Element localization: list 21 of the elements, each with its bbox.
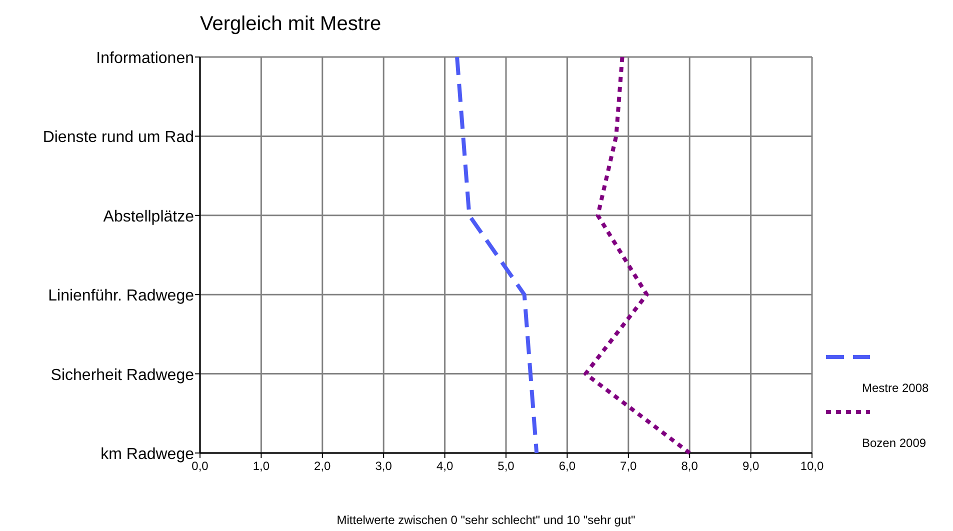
x-axis-title: Mittelwerte zwischen 0 "sehr schlecht" und 10 "sehr gut" [336,513,636,527]
x-tick-label: 1,0 [252,459,270,473]
x-tick-label: 10,0 [800,459,824,473]
text: Mestre 2008 [862,381,930,395]
y-tick-label: Informationen [96,50,194,67]
chart-title: Vergleich mit Mestre [200,13,382,35]
y-tick-label: Abstellplätze [103,208,194,226]
x-tick-label: 3,0 [375,459,392,473]
y-tick-label: Linienführ. Radwege [48,288,194,305]
x-tick-label: 0,0 [192,459,209,473]
x-tick-label: 4,0 [436,459,454,473]
x-tick-label: 6,0 [558,459,576,473]
x-tick-label: 9,0 [742,459,760,473]
x-tick-label: 7,0 [620,459,638,473]
x-tick-label: 5,0 [498,459,515,473]
y-tick-label: Dienste rund um Rad [42,129,194,146]
y-tick-label: Sicherheit Radwege [50,366,194,384]
text: Bozen 2009 [862,436,926,450]
x-tick-label: 2,0 [314,459,332,473]
y-tick-label: km Radwege [100,446,194,463]
x-tick-label: 8,0 [681,459,698,473]
